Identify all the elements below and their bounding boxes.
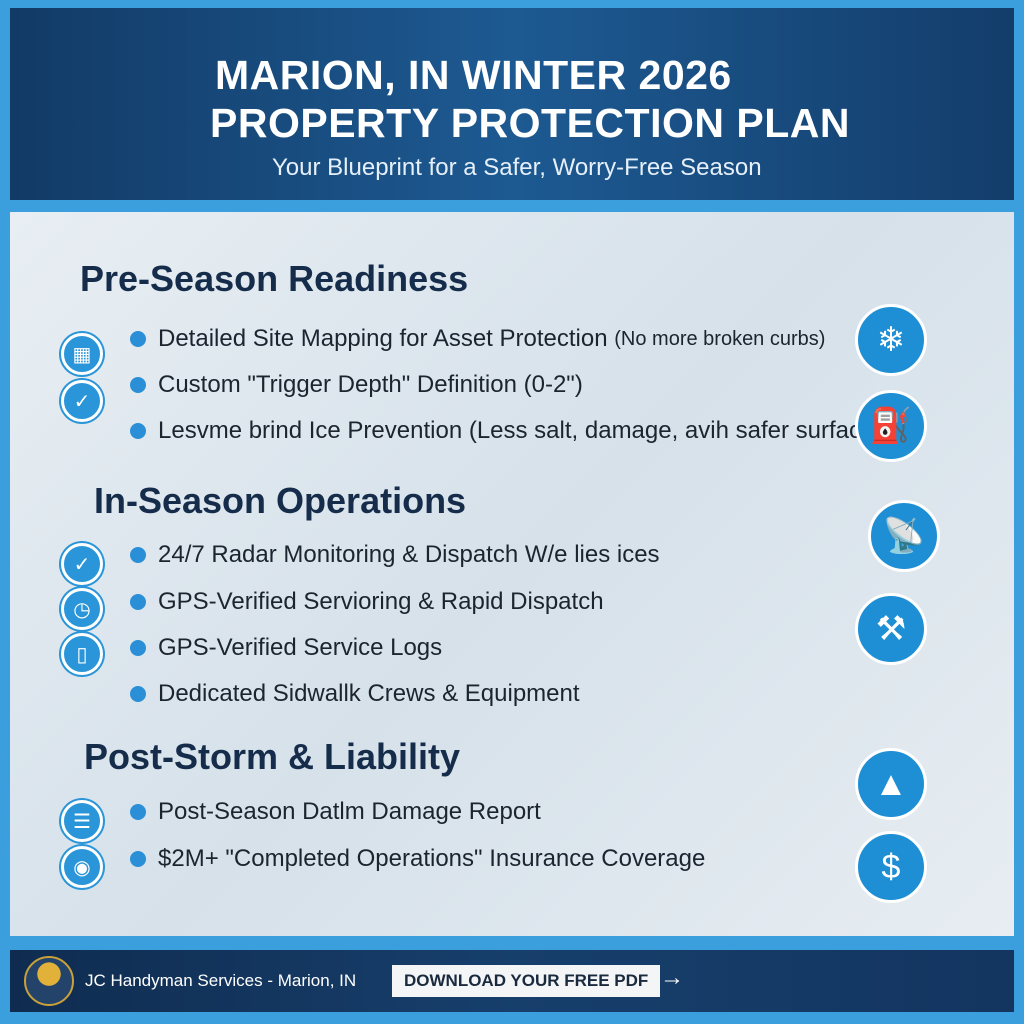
item-text: Lesvme brind Ice Prevention (Less salt, …: [158, 417, 887, 444]
shoveling-worker-icon: ⚒: [855, 593, 927, 665]
item-text: $2M+ "Completed Operations" Insurance Co…: [158, 845, 706, 872]
item-text: Custom "Trigger Depth" Definition (0-2"): [158, 371, 583, 398]
section-heading-pre-season: Pre-Season Readiness: [80, 258, 469, 299]
clipboard-icon: ☰: [61, 800, 103, 842]
bullet-icon: [130, 594, 146, 610]
list-item: GPS-Verified Service Logs: [130, 634, 442, 662]
list-item: Custom "Trigger Depth" Definition (0-2"): [130, 371, 583, 399]
clock-icon: ◷: [61, 588, 103, 630]
check-icon: ✓: [61, 380, 103, 422]
item-text: Post-Season Datlm Damage Report: [158, 798, 541, 825]
sprayer-icon: ⛽: [855, 390, 927, 462]
bullet-icon: [130, 423, 146, 439]
company-logo: [24, 956, 74, 1006]
list-item: GPS-Verified Servioring & Rapid Dispatch: [130, 588, 604, 616]
company-name: JC Handyman Services - Marion, IN: [85, 971, 357, 990]
item-text: GPS-Verified Servioring & Rapid Dispatch: [158, 588, 604, 615]
ruler-snowflake-icon: ❄: [855, 304, 927, 376]
satellite-dish-icon: 📡: [868, 500, 940, 572]
badge-check-icon: ✓: [61, 543, 103, 585]
section-heading-in-season: In-Season Operations: [94, 480, 467, 521]
bullet-icon: [130, 851, 146, 867]
salt-shaker-icon: ▲: [855, 748, 927, 820]
camera-icon: ◉: [61, 846, 103, 888]
section-heading-post-storm: Post-Storm & Liability: [84, 736, 461, 777]
bullet-icon: [130, 547, 146, 563]
arrow-right-icon[interactable]: →: [660, 964, 684, 991]
title-line-2: PROPERTY PROTECTION PLAN: [210, 100, 850, 146]
list-item: Dedicated Sidwallk Crews & Equipment: [130, 680, 580, 708]
phone-location-icon: ▯: [61, 633, 103, 675]
subtitle: Your Blueprint for a Safer, Worry-Free S…: [272, 154, 762, 181]
item-note: (No more broken curbs): [614, 327, 826, 350]
bullet-icon: [130, 686, 146, 702]
list-item: 24/7 Radar Monitoring & Dispatch W/e lie…: [130, 541, 660, 569]
bullet-icon: [130, 640, 146, 656]
list-item: Lesvme brind Ice Prevention (Less salt, …: [130, 417, 886, 445]
list-item: $2M+ "Completed Operations" Insurance Co…: [130, 845, 705, 873]
title-line-1: MARION, IN WINTER 2026: [215, 52, 732, 98]
footer-bar: JC Handyman Services - Marion, IN DOWNLO…: [10, 950, 1014, 1012]
content-panel: [10, 212, 1014, 936]
list-item: Post-Season Datlm Damage Report: [130, 798, 541, 826]
item-text: Dedicated Sidwallk Crews & Equipment: [158, 680, 580, 707]
item-text: GPS-Verified Service Logs: [158, 634, 443, 661]
download-pdf-button[interactable]: DOWNLOAD YOUR FREE PDF: [392, 965, 661, 997]
bullet-icon: [130, 331, 146, 347]
map-icon: ▦: [61, 333, 103, 375]
header-banner: MARION, IN WINTER 2026 PROPERTY PROTECTI…: [10, 8, 1014, 200]
item-text: Detailed Site Mapping for Asset Protecti…: [158, 325, 608, 352]
list-item: Detailed Site Mapping for Asset Protecti…: [130, 325, 825, 353]
bullet-icon: [130, 377, 146, 393]
item-text: 24/7 Radar Monitoring & Dispatch W/e lie…: [158, 541, 660, 568]
bullet-icon: [130, 804, 146, 820]
shield-dollar-icon: $: [855, 831, 927, 903]
